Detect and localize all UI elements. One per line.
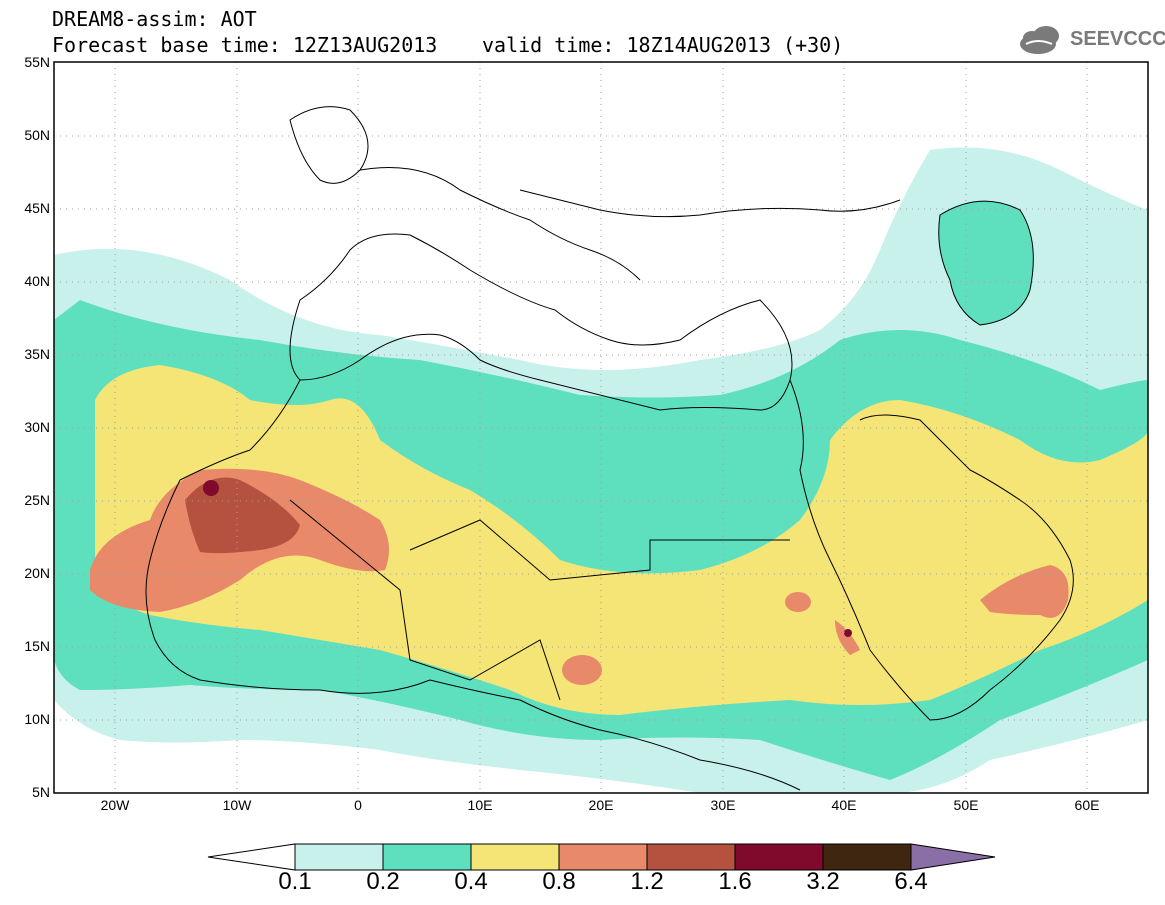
lon-label: 10E	[467, 797, 493, 813]
colorbar-label: 1.2	[630, 868, 664, 895]
colorbar-swatch-3	[558, 843, 648, 871]
colorbar-label: 0.8	[542, 868, 576, 895]
colorbar-swatch-2	[470, 843, 560, 871]
lon-label: 10W	[222, 797, 252, 813]
colorbar-over-arrow	[910, 843, 996, 871]
lat-label: 15N	[24, 638, 50, 654]
lat-label: 40N	[24, 273, 50, 289]
lon-label: 60E	[1074, 797, 1100, 813]
lon-label: 30E	[710, 797, 736, 813]
lon-label: 0	[354, 797, 362, 813]
logo-text: SEEVCCC	[1070, 28, 1165, 50]
valid-time: valid time: 18Z14AUG2013 (+30)	[482, 33, 844, 57]
lat-label: 35N	[24, 346, 50, 362]
colorbar-label: 6.4	[894, 868, 928, 895]
colorbar-swatch-6	[822, 843, 912, 871]
colorbar-under-arrow	[207, 843, 296, 871]
colorbar-label: 1.6	[718, 868, 752, 895]
cloud-icon	[1020, 26, 1059, 54]
lat-label: 20N	[24, 565, 50, 581]
lat-label: 45N	[24, 200, 50, 216]
lat-label: 25N	[24, 492, 50, 508]
lat-label: 55N	[24, 54, 50, 70]
colorbar	[207, 843, 996, 871]
lon-label: 20W	[100, 797, 130, 813]
colorbar-label: 0.2	[366, 868, 400, 895]
colorbar-swatch-5	[734, 843, 824, 871]
colorbar-swatch-1	[382, 843, 472, 871]
lat-label: 30N	[24, 419, 50, 435]
colorbar-label: 0.1	[278, 868, 312, 895]
map-title: DREAM8-assim: AOT	[52, 7, 257, 31]
colorbar-swatch-0	[294, 843, 384, 871]
colorbar-label: 3.2	[806, 868, 840, 895]
lat-label: 50N	[24, 127, 50, 143]
lat-label: 10N	[24, 711, 50, 727]
map-frame	[53, 61, 1149, 794]
lon-label: 40E	[831, 797, 857, 813]
forecast-base-time: Forecast base time: 12Z13AUG2013	[52, 33, 438, 57]
lon-label: 50E	[953, 797, 979, 813]
graticule	[54, 62, 1148, 793]
colorbar-swatch-4	[646, 843, 736, 871]
lon-label: 20E	[588, 797, 614, 813]
coastlines	[145, 106, 1074, 791]
lat-label: 5N	[32, 784, 50, 800]
colorbar-label: 0.4	[454, 868, 488, 895]
